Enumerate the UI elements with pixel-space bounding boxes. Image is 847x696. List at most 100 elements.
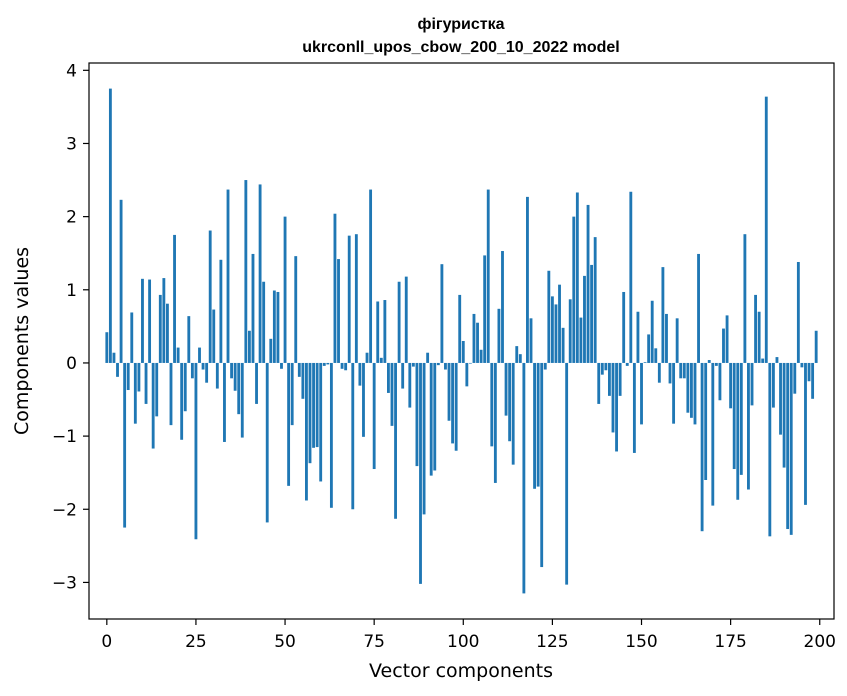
bar	[754, 294, 757, 363]
bar	[590, 264, 594, 363]
x-tick-label: 200	[804, 632, 836, 652]
bar	[283, 216, 287, 363]
bar	[141, 278, 144, 363]
y-tick-label: −2	[52, 500, 77, 520]
bar	[319, 362, 323, 482]
bar	[169, 362, 173, 426]
bar	[476, 322, 479, 363]
bar	[597, 362, 601, 404]
bar	[190, 362, 194, 379]
bar	[764, 96, 768, 363]
chart-subtitle: ukrconll_upos_cbow_200_10_2022 model	[302, 39, 619, 56]
bar	[661, 267, 665, 363]
bar	[732, 362, 736, 470]
bar	[347, 235, 351, 363]
bar	[675, 318, 679, 363]
y-tick-label: −1	[52, 427, 77, 447]
bar	[258, 184, 262, 363]
bar	[162, 278, 166, 363]
bar	[465, 362, 469, 387]
bar	[554, 304, 558, 363]
bar	[775, 357, 779, 363]
bar	[586, 204, 590, 363]
bar	[689, 362, 693, 418]
bar	[408, 362, 412, 408]
bar	[629, 191, 633, 363]
bar	[636, 311, 640, 363]
bar	[333, 213, 337, 363]
bar	[811, 362, 815, 399]
bar	[640, 362, 643, 425]
bar	[265, 362, 269, 523]
bar	[647, 334, 651, 363]
bar	[747, 362, 750, 490]
x-tick-label: 125	[536, 632, 568, 652]
bar	[251, 253, 255, 363]
bar	[543, 362, 547, 370]
bar	[608, 362, 611, 396]
bar	[468, 362, 472, 364]
bar	[565, 362, 569, 585]
bar	[390, 362, 394, 426]
bar	[568, 299, 572, 363]
bar	[404, 276, 408, 363]
bar	[244, 180, 248, 363]
bar	[561, 327, 565, 363]
bar	[166, 303, 169, 363]
y-tick-label: 0	[66, 354, 77, 374]
x-tick-label: 175	[714, 632, 746, 652]
bar	[105, 332, 109, 363]
bar	[714, 362, 718, 366]
bar	[461, 341, 465, 363]
bar	[486, 189, 490, 363]
bar	[133, 362, 137, 424]
bar	[212, 309, 216, 363]
bar	[237, 362, 241, 415]
y-tick-label: 1	[66, 281, 77, 301]
bar	[158, 294, 162, 363]
bar	[693, 362, 697, 425]
bar	[394, 362, 397, 519]
bar	[657, 362, 661, 383]
bar	[444, 362, 447, 370]
bar	[379, 357, 383, 363]
y-axis-label: Components values	[11, 247, 33, 435]
bar	[255, 362, 258, 404]
bar	[187, 316, 191, 363]
bar	[750, 362, 754, 406]
bar	[411, 362, 415, 367]
x-axis-ticks: 0 25 50 75 100 125 150 175 200	[101, 619, 836, 652]
bar	[793, 362, 797, 394]
bar	[297, 362, 301, 377]
bar	[344, 362, 348, 371]
bar	[315, 362, 319, 448]
bar	[643, 362, 647, 363]
chart-title: фігуристка	[417, 16, 504, 33]
bar	[600, 362, 604, 375]
bar	[779, 362, 782, 435]
bar	[272, 290, 276, 363]
bar	[108, 88, 112, 363]
y-tick-label: 2	[66, 208, 77, 228]
bar	[804, 362, 807, 505]
bar	[173, 234, 176, 363]
bar	[376, 301, 380, 363]
x-axis-label: Vector components	[369, 660, 553, 682]
bar	[736, 362, 740, 500]
x-tick-label: 75	[363, 632, 385, 652]
bar	[654, 348, 658, 363]
bar	[483, 255, 487, 363]
y-tick-label: 4	[66, 61, 77, 81]
bar	[362, 362, 365, 437]
bar	[704, 362, 708, 480]
bar	[665, 313, 668, 363]
bar	[515, 346, 519, 363]
bar	[290, 362, 294, 426]
bar	[668, 362, 672, 384]
bar	[326, 362, 330, 365]
bar	[814, 330, 818, 363]
bar	[572, 216, 576, 363]
bar	[198, 347, 201, 363]
bar	[312, 362, 315, 448]
bar	[729, 362, 733, 409]
